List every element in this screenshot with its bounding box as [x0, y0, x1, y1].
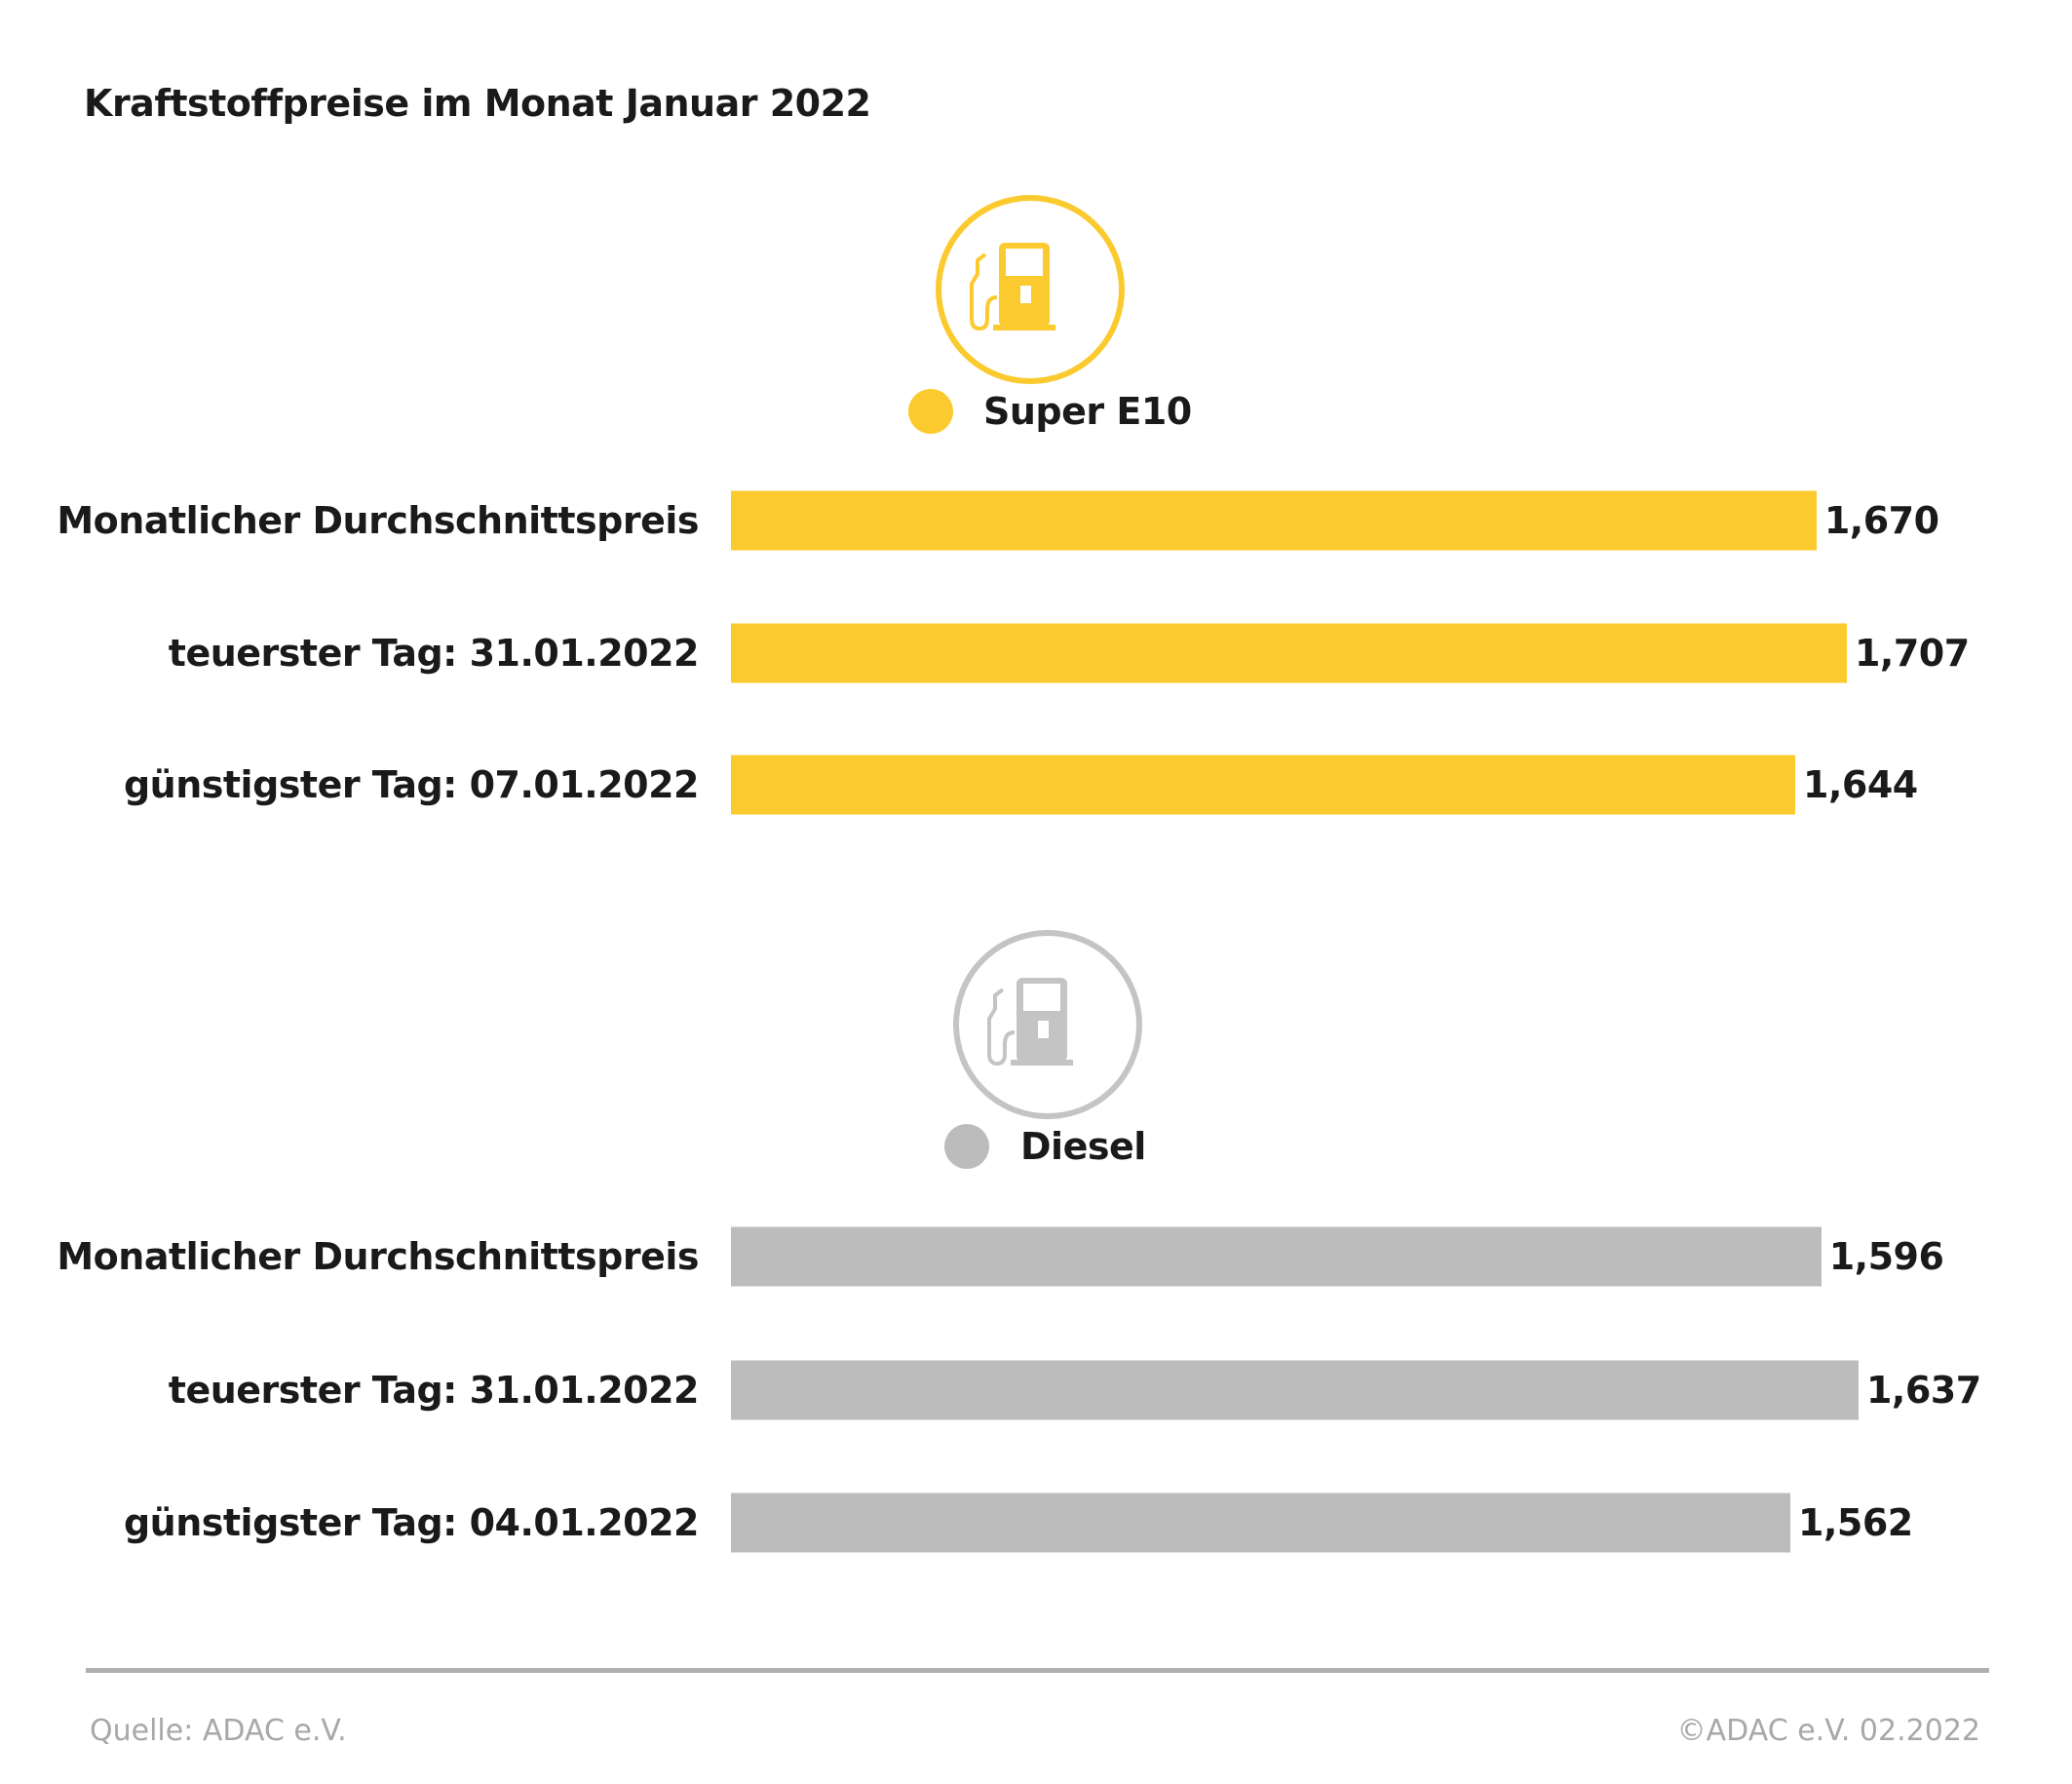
data-label: 1,644 — [1803, 763, 1918, 806]
fuel-pump-icon — [953, 930, 1142, 1119]
data-label: 1,637 — [1865, 1369, 1981, 1412]
legend-marker — [908, 389, 953, 434]
source-note: Quelle: ADAC e.V. — [90, 1714, 347, 1748]
data-label: 1,596 — [1828, 1235, 1944, 1278]
category-label: teuerster Tag: 31.01.2022 — [168, 1369, 700, 1412]
legend-marker — [944, 1124, 989, 1169]
bar — [731, 490, 1817, 551]
copyright-note: ©ADAC e.V. 02.2022 — [1676, 1714, 1980, 1748]
category-label: teuerster Tag: 31.01.2022 — [168, 632, 700, 675]
category-label: günstigster Tag: 07.01.2022 — [123, 763, 700, 806]
bar — [731, 1493, 1790, 1553]
chart-title: Kraftstoffpreise im Monat Januar 2022 — [84, 82, 871, 125]
data-label: 1,707 — [1854, 632, 1970, 675]
legend-label: Super E10 — [983, 390, 1192, 433]
bar — [731, 1360, 1859, 1420]
bar — [731, 623, 1847, 683]
bar — [731, 755, 1795, 815]
category-label: günstigster Tag: 04.01.2022 — [123, 1501, 700, 1544]
category-label: Monatlicher Durchschnittspreis — [57, 1235, 699, 1278]
data-label: 1,562 — [1798, 1501, 1913, 1544]
legend-label: Diesel — [1020, 1125, 1146, 1168]
data-label: 1,670 — [1823, 499, 1939, 542]
category-label: Monatlicher Durchschnittspreis — [57, 499, 699, 542]
footer-divider — [86, 1668, 1989, 1673]
bar — [731, 1226, 1822, 1287]
fuel-pump-icon — [936, 195, 1125, 384]
